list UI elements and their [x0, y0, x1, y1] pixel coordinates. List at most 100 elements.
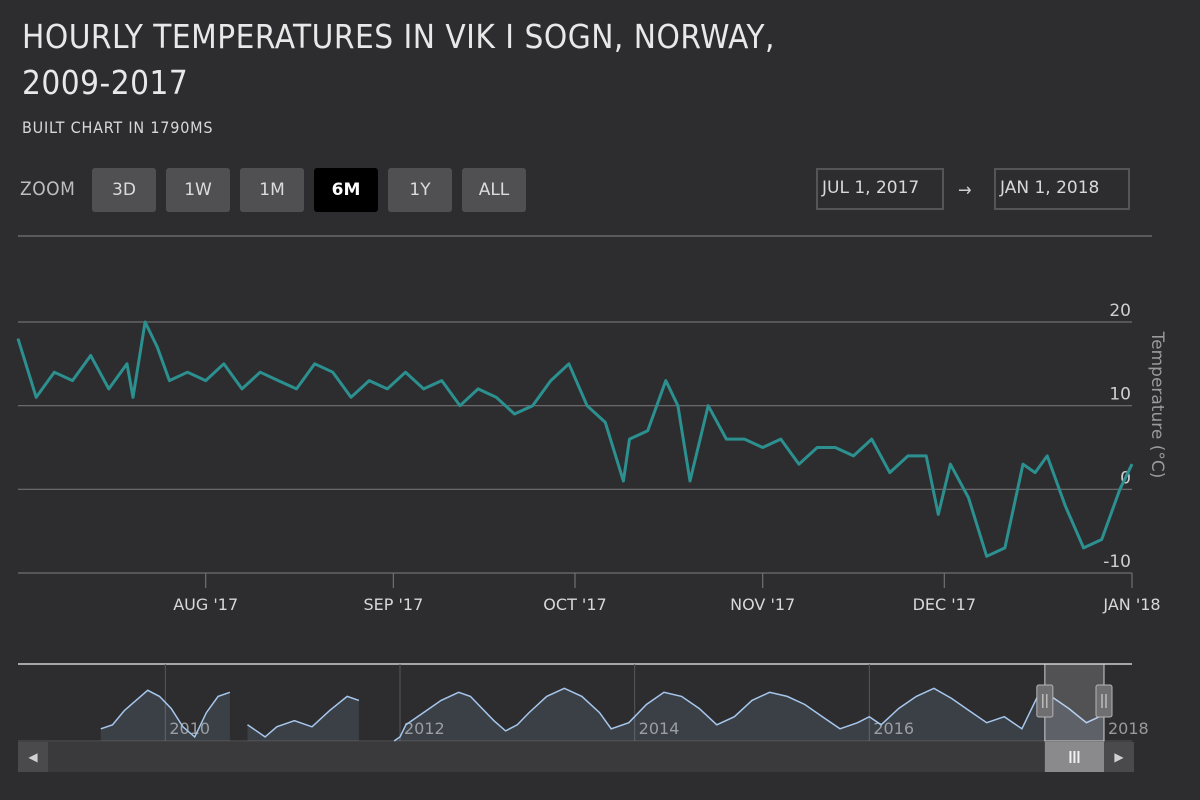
x-tick-label: NOV '17 [730, 595, 795, 614]
y-tick-label: 20 [1109, 301, 1131, 321]
temperature-data-point [17, 338, 19, 340]
temperature-data-point [907, 455, 909, 457]
triangle-left-icon: ◀ [28, 750, 38, 764]
temperature-data-point [889, 472, 891, 474]
temperature-data-point [744, 438, 745, 440]
temperature-data-point [622, 480, 624, 482]
temperature-data-point [1131, 463, 1133, 465]
temperature-data-point [1022, 463, 1024, 465]
navigator-background [18, 664, 1132, 741]
temperature-data-point [168, 380, 170, 382]
navigator-handle[interactable] [1095, 684, 1113, 718]
navigator[interactable]: 2010 2012 2014 2016 2018 [18, 663, 1149, 772]
temperature-data-point [205, 380, 207, 382]
temperature-data-point [949, 463, 951, 465]
temperature-data-point [35, 396, 37, 398]
temperature-data-point [871, 438, 873, 440]
temperature-data-point [1034, 472, 1036, 474]
zoom-label: ZOOM [20, 178, 76, 200]
temperature-data-point [223, 363, 225, 365]
zoom-1m-button[interactable]: 1M [240, 168, 304, 212]
zoom-all-button[interactable]: ALL [462, 168, 526, 212]
navigator-handle[interactable] [1036, 684, 1054, 718]
temperature-data-point [423, 388, 425, 390]
temperature-data-point [459, 405, 461, 407]
plot-series [16, 320, 1134, 558]
navigator-series-line [247, 695, 360, 738]
scrollbar-track [18, 742, 1134, 772]
navigator-area [394, 688, 1105, 741]
chart-subtitle: BUILT CHART IN 1790MS [22, 118, 214, 137]
temperature-data-point [314, 363, 316, 365]
temperature-data-point [986, 555, 988, 557]
scroll-right-button[interactable]: ▶ [1104, 742, 1134, 772]
temperature-data-point [90, 355, 92, 356]
zoom-1w-button[interactable]: 1W [166, 168, 230, 212]
temperature-data-point [277, 380, 279, 382]
temperature-data-point [689, 480, 691, 482]
triangle-right-icon: ▶ [1114, 750, 1124, 764]
temperature-data-point [386, 388, 388, 390]
temperature-data-point [477, 388, 479, 390]
y-tick-label: 10 [1109, 385, 1131, 405]
navigator-series-line [100, 689, 231, 739]
handle-body [1095, 684, 1113, 718]
navigator-series-line [393, 687, 1105, 742]
temperature-data-point [798, 463, 800, 465]
temperature-data-point [132, 396, 134, 398]
navigator-year-label: 2010 [169, 719, 210, 738]
temperature-data-point [1046, 455, 1048, 457]
temperature-data-point [514, 413, 515, 415]
temperature-data-point [72, 380, 73, 382]
temperature-data-point [586, 405, 588, 407]
temperature-data-point [1004, 547, 1006, 549]
temperature-data-point [647, 430, 649, 432]
temperature-data-point [762, 447, 764, 448]
temperature-data-point [968, 497, 969, 499]
temperature-data-point [144, 321, 146, 323]
temperature-data-point [665, 380, 667, 382]
zoom-6m-button[interactable]: 6M [314, 168, 378, 212]
x-tick-label: SEP '17 [363, 595, 423, 614]
temperature-data-point [604, 421, 606, 423]
x-tick-label: DEC '17 [913, 595, 976, 614]
temperature-data-point [1101, 539, 1103, 540]
temperature-data-point [368, 380, 370, 382]
temperature-data-point [259, 371, 261, 373]
x-tick-label: JAN '18 [1102, 595, 1160, 614]
temperature-data-point [853, 455, 854, 457]
temperature-data-point [937, 513, 939, 515]
temperature-data-point [1064, 505, 1066, 507]
temperature-data-point [332, 371, 334, 373]
to-date-input[interactable]: JAN 1, 2018 [994, 168, 1130, 210]
temperature-data-point [834, 447, 836, 448]
temperature-data-point [441, 380, 443, 382]
temperature-data-point [1119, 488, 1121, 490]
temperature-data-point [187, 371, 188, 373]
temperature-data-point [780, 438, 782, 440]
chart-title: HOURLY TEMPERATURES IN VIK I SOGN, NORWA… [22, 17, 775, 102]
scroll-left-button[interactable]: ◀ [18, 742, 48, 772]
temperature-data-point [725, 438, 727, 440]
temperature-series-line [16, 320, 1134, 558]
temperature-data-point [126, 363, 128, 365]
temperature-data-point [53, 371, 55, 373]
temperature-data-point [550, 380, 552, 382]
temperature-data-point [629, 438, 630, 440]
navigator-year-label: 2018 [1108, 719, 1149, 738]
temperature-data-point [925, 455, 927, 457]
zoom-1y-button[interactable]: 1Y [388, 168, 452, 212]
x-tick-label: AUG '17 [173, 595, 238, 614]
navigator-year-label: 2016 [873, 719, 914, 738]
temperature-data-point [350, 396, 352, 398]
from-date-input[interactable]: JUL 1, 2017 [816, 168, 944, 210]
temperature-data-point [241, 388, 243, 390]
temperature-data-point [108, 388, 110, 390]
zoom-3d-button[interactable]: 3D [92, 168, 156, 212]
temperature-data-point [568, 363, 570, 365]
temperature-data-point [816, 447, 818, 448]
temperature-data-point [677, 405, 679, 407]
navigator-area [247, 696, 359, 741]
